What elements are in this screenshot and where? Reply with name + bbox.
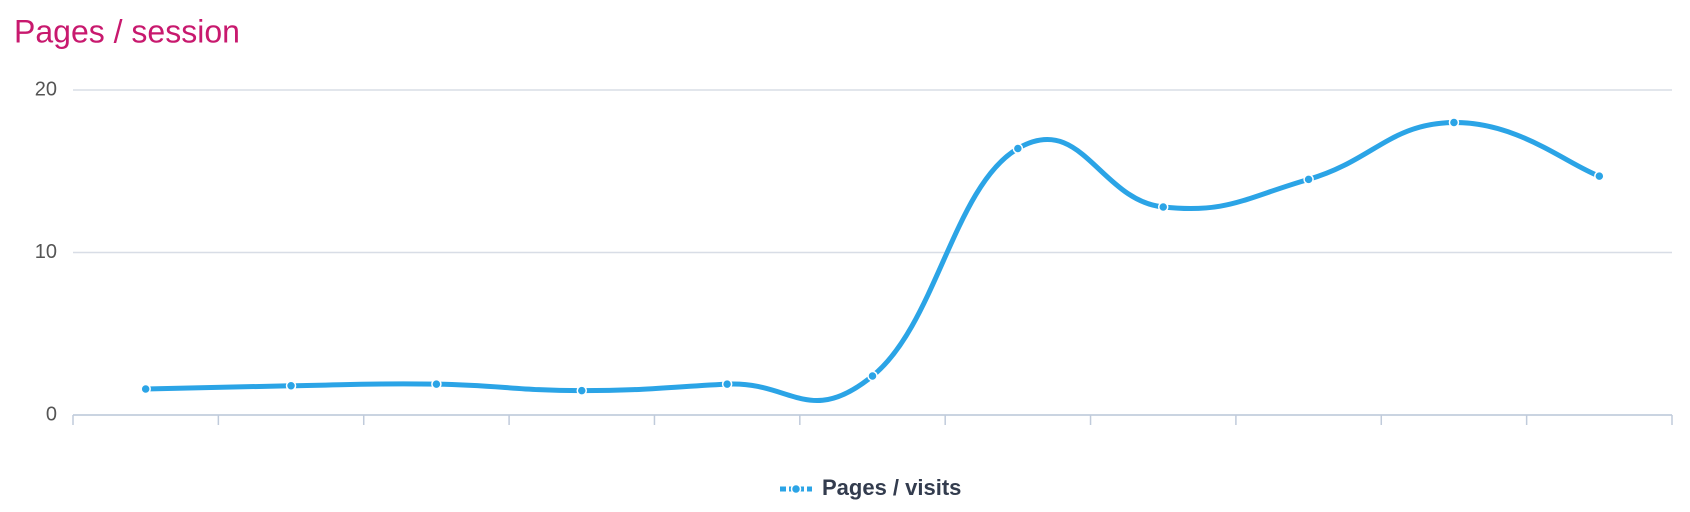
point-marker bbox=[1012, 143, 1024, 154]
series-line bbox=[145, 119, 1601, 403]
chart-title: Pages / session bbox=[14, 13, 240, 49]
y-tick-label: 20 bbox=[35, 78, 57, 100]
point-marker bbox=[867, 370, 878, 382]
point-marker bbox=[576, 385, 588, 396]
point-marker bbox=[1448, 117, 1460, 128]
point-marker bbox=[721, 378, 733, 390]
point-marker bbox=[1303, 174, 1314, 185]
point-marker bbox=[1594, 170, 1605, 182]
point-marker bbox=[431, 378, 442, 390]
point-marker bbox=[285, 380, 297, 391]
y-tick-label: 10 bbox=[35, 241, 57, 263]
legend-symbol-marker bbox=[790, 483, 802, 495]
point-marker bbox=[1157, 201, 1169, 213]
y-tick-label: 0 bbox=[46, 403, 57, 425]
legend-label: Pages / visits bbox=[822, 475, 961, 500]
point-marker bbox=[140, 383, 151, 395]
